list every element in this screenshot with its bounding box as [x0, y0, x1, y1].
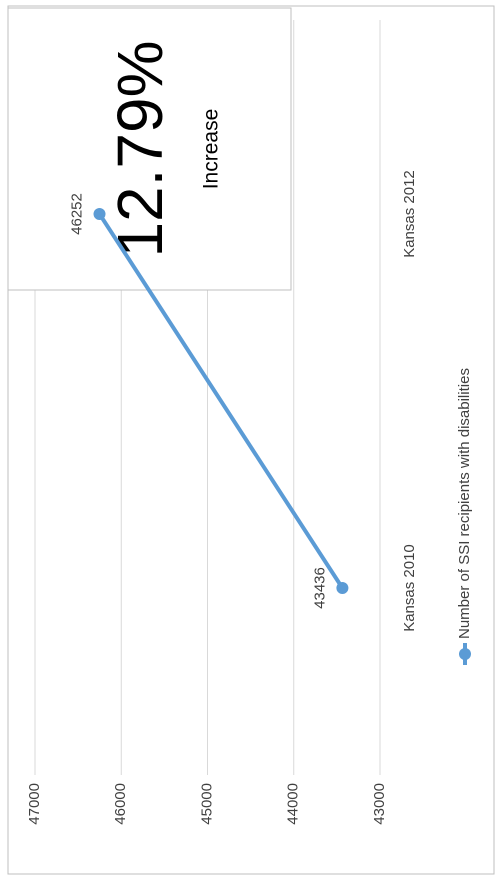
data-label: 43436	[311, 567, 328, 609]
y-tick-label: 46000	[112, 783, 129, 825]
annotation-value: 12.79%	[104, 40, 176, 257]
annotation-label: Increase	[200, 109, 223, 190]
legend-label: Number of SSI recipients with disabiliti…	[456, 368, 473, 639]
data-point	[336, 582, 349, 594]
y-tick-label: 43000	[371, 783, 388, 825]
data-label: 46252	[68, 193, 85, 235]
x-tick-label: Kansas 2012	[401, 170, 418, 258]
data-point	[93, 208, 106, 220]
y-tick-label: 45000	[198, 783, 215, 825]
x-tick-label: Kansas 2010	[401, 544, 418, 632]
legend-marker	[459, 648, 471, 660]
series-line	[97, 212, 345, 590]
y-tick-label: 47000	[26, 783, 43, 825]
plot: 47000 46000 45000 44000 43000 12.79% Increas…	[7, 7, 473, 825]
y-tick-label: 44000	[285, 783, 302, 825]
